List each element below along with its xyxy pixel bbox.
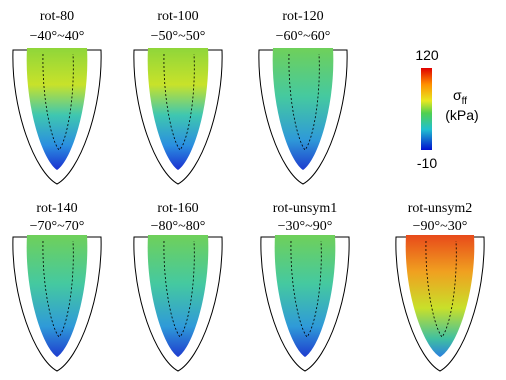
panel-title: rot-100: [157, 9, 198, 24]
panel-range: −90°~30°: [413, 219, 468, 234]
subscript: ff: [462, 96, 468, 107]
colorbar-label: σff: [453, 87, 467, 107]
panel: [12, 48, 102, 185]
panel: [133, 235, 223, 372]
panel-title: rot-unsym1: [273, 201, 338, 216]
colorbar-min: -10: [417, 155, 437, 171]
panel-title: rot-unsym2: [408, 201, 473, 216]
symbol: σ: [453, 87, 462, 103]
panel: [260, 235, 350, 372]
panel: [133, 48, 223, 185]
colorbar: [421, 68, 432, 150]
panel: [12, 235, 102, 372]
panel-range: −50°~50°: [151, 29, 206, 44]
colorbar-unit: (kPa): [445, 107, 478, 123]
panel-title: rot-80: [40, 9, 74, 24]
panel-range: −30°~90°: [278, 219, 333, 234]
panel-range: −80°~80°: [151, 219, 206, 234]
panel-range: −40°~40°: [30, 29, 85, 44]
panel: [395, 235, 485, 372]
panel-range: −70°~70°: [30, 219, 85, 234]
colorbar-max: 120: [415, 47, 439, 63]
panel: [258, 48, 348, 185]
panel-title: rot-140: [36, 201, 77, 216]
panel-title: rot-120: [282, 9, 323, 24]
panel-range: −60°~60°: [276, 29, 331, 44]
panel-title: rot-160: [157, 201, 198, 216]
